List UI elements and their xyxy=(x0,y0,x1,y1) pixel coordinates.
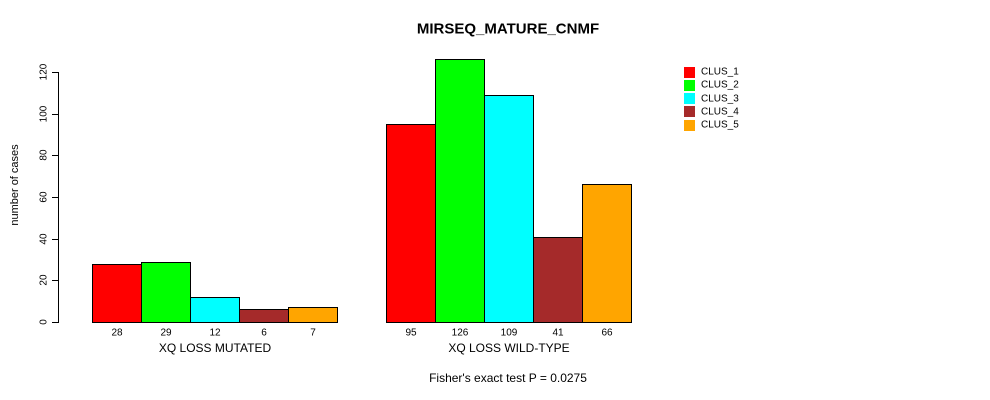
footer-note: Fisher's exact test P = 0.0275 xyxy=(429,371,587,385)
bar xyxy=(190,297,240,323)
bar xyxy=(141,262,191,323)
bar xyxy=(92,264,142,323)
legend-label: CLUS_4 xyxy=(701,106,739,118)
legend-swatch xyxy=(684,66,695,78)
bar xyxy=(582,184,632,323)
chart-title: MIRSEQ_MATURE_CNMF xyxy=(416,20,600,38)
bar xyxy=(288,307,338,323)
bar-value-label: 29 xyxy=(160,327,172,339)
bar xyxy=(533,237,583,323)
bar-value-label: 12 xyxy=(209,327,221,339)
legend-swatch xyxy=(684,79,695,91)
group-label: XQ LOSS MUTATED xyxy=(158,341,272,355)
bar-value-label: 95 xyxy=(405,327,417,339)
y-axis-tick xyxy=(52,114,58,115)
bar-value-label: 6 xyxy=(261,327,267,339)
y-axis-tick xyxy=(52,72,58,73)
y-axis-tick xyxy=(52,280,58,281)
bar-value-label: 7 xyxy=(310,327,316,339)
bar-value-label: 126 xyxy=(451,327,469,339)
legend-label: CLUS_3 xyxy=(701,93,739,104)
legend-swatch xyxy=(684,93,695,104)
bar-value-label: 109 xyxy=(500,327,518,339)
bar-value-label: 41 xyxy=(552,327,564,339)
legend-swatch xyxy=(684,106,695,118)
y-axis-tick xyxy=(52,155,58,156)
legend-label: CLUS_2 xyxy=(701,79,739,91)
y-axis-tick xyxy=(52,197,58,198)
bar xyxy=(484,95,534,323)
bar-value-label: 28 xyxy=(111,327,123,339)
bar-value-label: 66 xyxy=(601,327,613,339)
y-axis-tick xyxy=(52,239,58,240)
y-axis-tick xyxy=(52,322,58,323)
legend-label: CLUS_1 xyxy=(701,66,739,78)
legend-swatch xyxy=(684,119,695,131)
legend-label: CLUS_5 xyxy=(701,119,739,131)
group-label: XQ LOSS WILD-TYPE xyxy=(448,341,570,355)
y-axis-line xyxy=(58,72,59,323)
